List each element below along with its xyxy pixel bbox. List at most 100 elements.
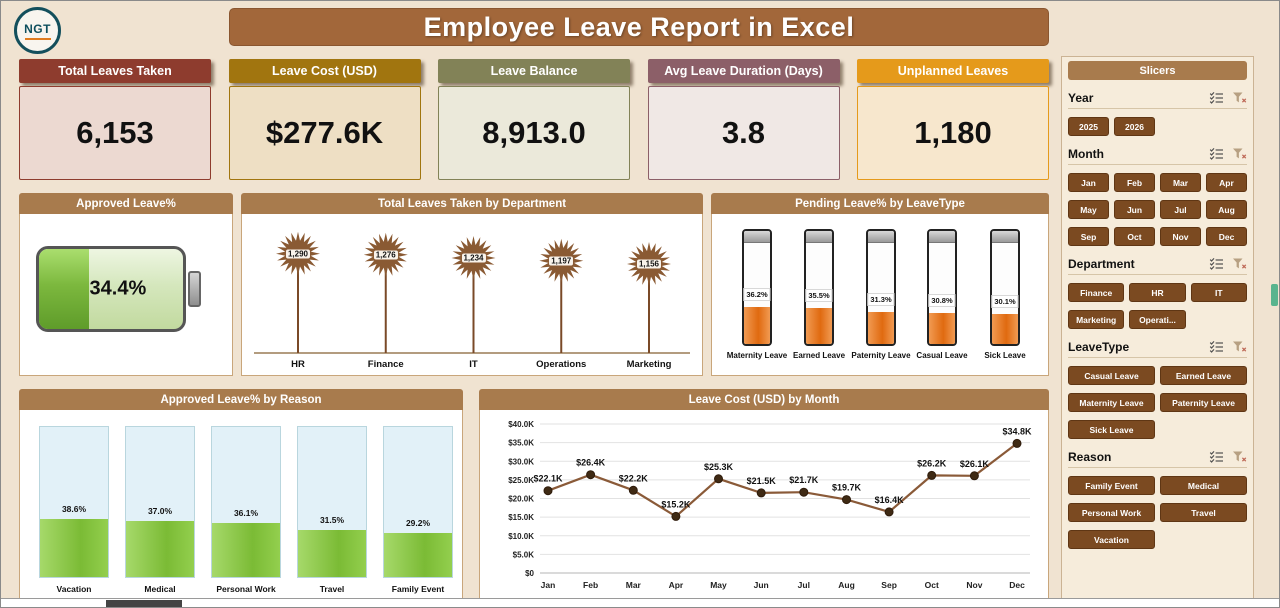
slicer-button[interactable]: Nov: [1160, 227, 1201, 246]
reason-value-label: 31.5%: [319, 515, 345, 525]
slicer-button[interactable]: Oct: [1114, 227, 1155, 246]
clear-filter-icon[interactable]: [1232, 340, 1247, 354]
slicer-button[interactable]: Personal Work: [1068, 503, 1155, 522]
slicer-group-year: Year 2025 2026: [1068, 90, 1247, 136]
reason-gauge-column: 31.5%: [297, 426, 367, 578]
svg-text:$15.2K: $15.2K: [661, 499, 691, 509]
slicer-button[interactable]: Apr: [1206, 173, 1247, 192]
slicer-button[interactable]: Travel: [1160, 503, 1247, 522]
multiselect-icon[interactable]: [1209, 257, 1224, 271]
slicer-button[interactable]: Casual Leave: [1068, 366, 1155, 385]
reason-value-label: 37.0%: [147, 506, 173, 516]
slicer-button[interactable]: Marketing: [1068, 310, 1125, 329]
scrollbar-thumb[interactable]: [1271, 284, 1278, 306]
slicer-button[interactable]: HR: [1129, 283, 1186, 302]
multiselect-icon[interactable]: [1209, 91, 1224, 105]
svg-text:$25.0K: $25.0K: [508, 476, 534, 485]
panel-leave-cost-by-month: Leave Cost (USD) by Month $0 $5.0K $10.0K $…: [479, 389, 1049, 601]
department-value-label: 1,197: [549, 256, 574, 266]
pending-value-label: 30.8%: [928, 294, 956, 307]
slicers-panel: Slicers Year 2025 2026 Month Jan Feb Mar Apr May…: [1061, 56, 1254, 599]
slicer-button[interactable]: IT: [1190, 283, 1247, 302]
svg-text:$26.4K: $26.4K: [576, 458, 606, 468]
tube-fill: [929, 313, 955, 344]
kpi-card-leave-cost: Leave Cost (USD) $277.6K: [228, 59, 421, 180]
svg-text:$10.0K: $10.0K: [508, 532, 534, 541]
slicer-button[interactable]: Dec: [1206, 227, 1247, 246]
slicer-button[interactable]: Finance: [1068, 283, 1125, 302]
pending-value-label: 36.2%: [743, 288, 771, 301]
slicer-button[interactable]: Jun: [1114, 200, 1155, 219]
slicer-button[interactable]: Jul: [1160, 200, 1201, 219]
reason-fill: [384, 533, 452, 577]
slicer-button[interactable]: Maternity Leave: [1068, 393, 1155, 412]
panel-title: Approved Leave% by Reason: [19, 389, 463, 410]
kpi-card-leave-balance: Leave Balance 8,913.0: [438, 59, 630, 180]
panel-approved-leave-by-reason: Approved Leave% by Reason 38.6% Vacation 3…: [19, 389, 463, 601]
department-category-label: HR: [291, 359, 305, 370]
multiselect-icon[interactable]: [1209, 450, 1224, 464]
panel-title: Pending Leave% by LeaveType: [711, 193, 1049, 214]
svg-text:$20.0K: $20.0K: [508, 495, 534, 504]
slicer-group-month: Month Jan Feb Mar Apr May Jun Jul Aug Sep Oct Nov De…: [1068, 146, 1247, 246]
clear-filter-icon[interactable]: [1232, 450, 1247, 464]
multiselect-icon[interactable]: [1209, 147, 1224, 161]
svg-text:$25.3K: $25.3K: [704, 462, 734, 472]
svg-text:$0: $0: [525, 569, 534, 578]
kpi-row: Total Leaves Taken 6,153 Leave Cost (USD…: [19, 59, 1049, 180]
department-value-label: 1,276: [373, 250, 398, 260]
pending-gauge-tube: 35.5%: [804, 229, 834, 346]
slicer-button[interactable]: Operati...: [1129, 310, 1186, 329]
slicer-button[interactable]: Sick Leave: [1068, 420, 1155, 439]
svg-text:$16.4K: $16.4K: [875, 495, 905, 505]
panel-pending-leave-by-leavetype: Pending Leave% by LeaveType 36.2% Materni…: [711, 193, 1049, 376]
svg-text:$5.0K: $5.0K: [513, 550, 535, 559]
pending-value-label: 31.3%: [867, 293, 895, 306]
pending-value-label: 35.5%: [805, 289, 833, 302]
panel-title: Approved Leave%: [19, 193, 233, 214]
department-category-label: Operations: [536, 359, 587, 370]
department-value-label: 1,234: [461, 253, 486, 263]
slicer-button[interactable]: May: [1068, 200, 1109, 219]
tube-fill: [744, 307, 770, 344]
slicer-button[interactable]: 2025: [1068, 117, 1109, 136]
slicer-button[interactable]: Aug: [1206, 200, 1247, 219]
svg-text:$35.0K: $35.0K: [508, 439, 534, 448]
clear-filter-icon[interactable]: [1232, 91, 1247, 105]
reason-gauge-column: 29.2%: [383, 426, 453, 578]
slicer-group-leavetype: LeaveType Casual Leave Earned Leave Materni…: [1068, 339, 1247, 439]
kpi-title: Leave Cost (USD): [228, 59, 421, 83]
department-category-label: Marketing: [626, 359, 672, 370]
reason-category-label: Medical: [144, 584, 176, 594]
reason-gauge-column: 38.6%: [39, 426, 109, 578]
slicer-button[interactable]: 2026: [1114, 117, 1155, 136]
slicer-button[interactable]: Vacation: [1068, 530, 1155, 549]
slicer-button[interactable]: Mar: [1160, 173, 1201, 192]
reason-category-label: Family Event: [391, 584, 445, 594]
multiselect-icon[interactable]: [1209, 340, 1224, 354]
svg-text:Aug: Aug: [838, 580, 855, 590]
tube-cap: [992, 231, 1018, 243]
reason-column-chart: 38.6% Vacation 37.0% Medical 36.1% Personal W…: [19, 410, 463, 601]
kpi-title: Leave Balance: [438, 59, 630, 83]
slicer-button[interactable]: Earned Leave: [1160, 366, 1247, 385]
slicer-button[interactable]: Medical: [1160, 476, 1247, 495]
pending-category-label: Maternity Leave: [726, 351, 788, 360]
kpi-title: Total Leaves Taken: [19, 59, 211, 83]
slicer-button[interactable]: Jan: [1068, 173, 1109, 192]
battery-cap: [188, 271, 201, 307]
reason-value-label: 38.6%: [61, 504, 87, 514]
sheet-tab[interactable]: [106, 600, 182, 607]
department-category-label: Finance: [367, 359, 404, 370]
slicer-button[interactable]: Sep: [1068, 227, 1109, 246]
slicer-group-title: Month: [1068, 146, 1104, 161]
slicer-button[interactable]: Feb: [1114, 173, 1155, 192]
pending-gauge-tube: 30.8%: [927, 229, 957, 346]
svg-text:$22.2K: $22.2K: [619, 473, 649, 483]
approved-leave-chart: 34.4%: [19, 214, 233, 376]
clear-filter-icon[interactable]: [1232, 257, 1247, 271]
clear-filter-icon[interactable]: [1232, 147, 1247, 161]
slicer-button[interactable]: Family Event: [1068, 476, 1155, 495]
tube-cap: [806, 231, 832, 243]
slicer-button[interactable]: Paternity Leave: [1160, 393, 1247, 412]
